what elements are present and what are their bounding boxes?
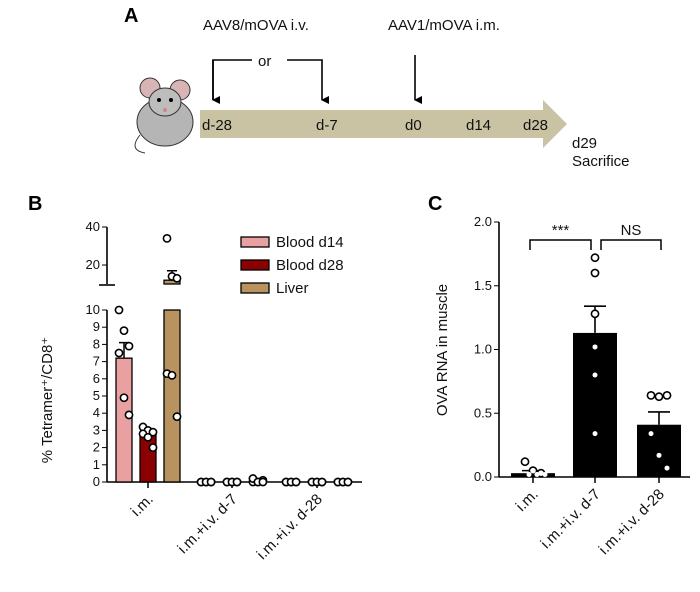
legend-label: Blood d14 xyxy=(276,234,344,251)
y-tick-label: 1.5 xyxy=(474,278,492,293)
data-point xyxy=(232,477,242,487)
legend-label: Blood d28 xyxy=(276,257,344,274)
legend-swatch xyxy=(240,282,270,294)
y-tick-label: 1.0 xyxy=(474,342,492,357)
y-tick-label: 0 xyxy=(93,474,100,489)
x-tick-label: i.m.+i.v. d-7 xyxy=(174,491,240,557)
data-point xyxy=(648,431,654,437)
x-tick-label: i.m.+i.v. d-28 xyxy=(596,486,668,558)
legend-swatch xyxy=(240,236,270,248)
data-point xyxy=(592,431,598,437)
y-tick-label: 2 xyxy=(93,440,100,455)
bar xyxy=(637,424,681,477)
data-point xyxy=(172,273,182,283)
data-point xyxy=(124,341,134,351)
panel-c: C OVA RNA in muscle 0.00.51.01.52.0i.m.i… xyxy=(428,193,690,558)
legend-label: Liver xyxy=(276,280,309,297)
x-tick-label: i.m.+i.v. d-7 xyxy=(537,486,603,552)
data-point xyxy=(590,309,600,319)
data-point xyxy=(124,410,134,420)
data-point xyxy=(656,452,662,458)
panel-label-b: B xyxy=(28,193,42,215)
timeline-d-7: d-7 xyxy=(316,117,338,134)
panel-label-a: A xyxy=(124,5,138,27)
y-tick-label: 7 xyxy=(93,354,100,369)
data-point xyxy=(167,370,177,380)
or-label: or xyxy=(258,53,271,70)
panel-a: A AAV8/mOVA i.v. AAV1/mOVA i.m. or d-28 … xyxy=(124,5,630,170)
y-tick-label: 40 xyxy=(86,219,100,234)
data-point xyxy=(119,326,129,336)
data-point xyxy=(534,471,540,477)
y-tick-label: 8 xyxy=(93,336,100,351)
data-point xyxy=(119,393,129,403)
data-point xyxy=(662,390,672,400)
data-point xyxy=(592,372,598,378)
y-tick-label: 1 xyxy=(93,457,100,472)
data-point xyxy=(343,477,353,487)
significance-label: NS xyxy=(621,222,642,239)
aav1-label: AAV1/mOVA i.m. xyxy=(388,17,500,34)
data-point xyxy=(317,477,327,487)
significance-label: *** xyxy=(552,222,570,239)
data-point xyxy=(172,412,182,422)
legend-swatch xyxy=(240,259,270,271)
data-point xyxy=(148,443,158,452)
timeline-d29: d29 xyxy=(572,135,597,152)
y-tick-label: 3 xyxy=(93,422,100,437)
y-tick-label: 0.5 xyxy=(474,405,492,420)
bar xyxy=(163,309,181,483)
y-axis-label-c: OVA RNA in muscle xyxy=(434,284,451,416)
timeline-band xyxy=(200,100,567,148)
x-tick-label: i.m. xyxy=(128,491,157,520)
data-point xyxy=(143,432,153,442)
y-tick-label: 9 xyxy=(93,319,100,334)
bar xyxy=(511,473,555,477)
data-point xyxy=(206,477,216,487)
data-point xyxy=(520,457,530,467)
y-tick-label: 0.0 xyxy=(474,469,492,484)
panel-b: B % Tetramer⁺/CD8⁺ 0 1 2 3 4 5 6 7 8 9 10 20 40 i.m. i… xyxy=(28,193,362,563)
timeline-d0: d0 xyxy=(405,117,422,134)
significance-bracket xyxy=(600,239,662,250)
data-point xyxy=(528,466,538,476)
y-axis-label-b: % Tetramer⁺/CD8⁺ xyxy=(39,337,56,463)
y-tick-label: 5 xyxy=(93,388,100,403)
data-point xyxy=(258,477,268,487)
x-tick-label: i.m. xyxy=(513,486,542,515)
bar xyxy=(573,332,617,477)
data-point xyxy=(291,477,301,487)
data-point xyxy=(654,392,664,402)
y-tick-label: 2.0 xyxy=(474,214,492,229)
y-tick-label: 20 xyxy=(86,257,100,272)
aav8-label: AAV8/mOVA i.v. xyxy=(203,17,309,34)
data-point xyxy=(646,390,656,400)
timeline-d-28: d-28 xyxy=(202,117,232,134)
data-point xyxy=(542,471,548,477)
x-tick-label: i.m.+i.v. d-28 xyxy=(254,491,326,563)
y-tick-label: 10 xyxy=(86,302,100,317)
significance-bracket xyxy=(529,239,592,250)
data-point xyxy=(162,233,172,243)
data-point xyxy=(526,471,532,477)
data-point xyxy=(114,305,124,315)
data-point xyxy=(590,253,600,263)
data-point xyxy=(590,268,600,278)
error-bar xyxy=(648,411,670,425)
data-point xyxy=(114,348,124,358)
y-tick-label: 4 xyxy=(93,405,100,420)
data-point xyxy=(148,427,158,437)
bar xyxy=(115,357,133,483)
timeline-d28: d28 xyxy=(523,117,548,134)
data-point xyxy=(664,465,670,471)
sacrifice-label: Sacrifice xyxy=(572,153,630,170)
panel-label-c: C xyxy=(428,193,442,215)
mouse-icon xyxy=(134,77,194,154)
timeline-d14: d14 xyxy=(466,117,491,134)
y-tick-label: 6 xyxy=(93,371,100,386)
data-point xyxy=(592,344,598,350)
